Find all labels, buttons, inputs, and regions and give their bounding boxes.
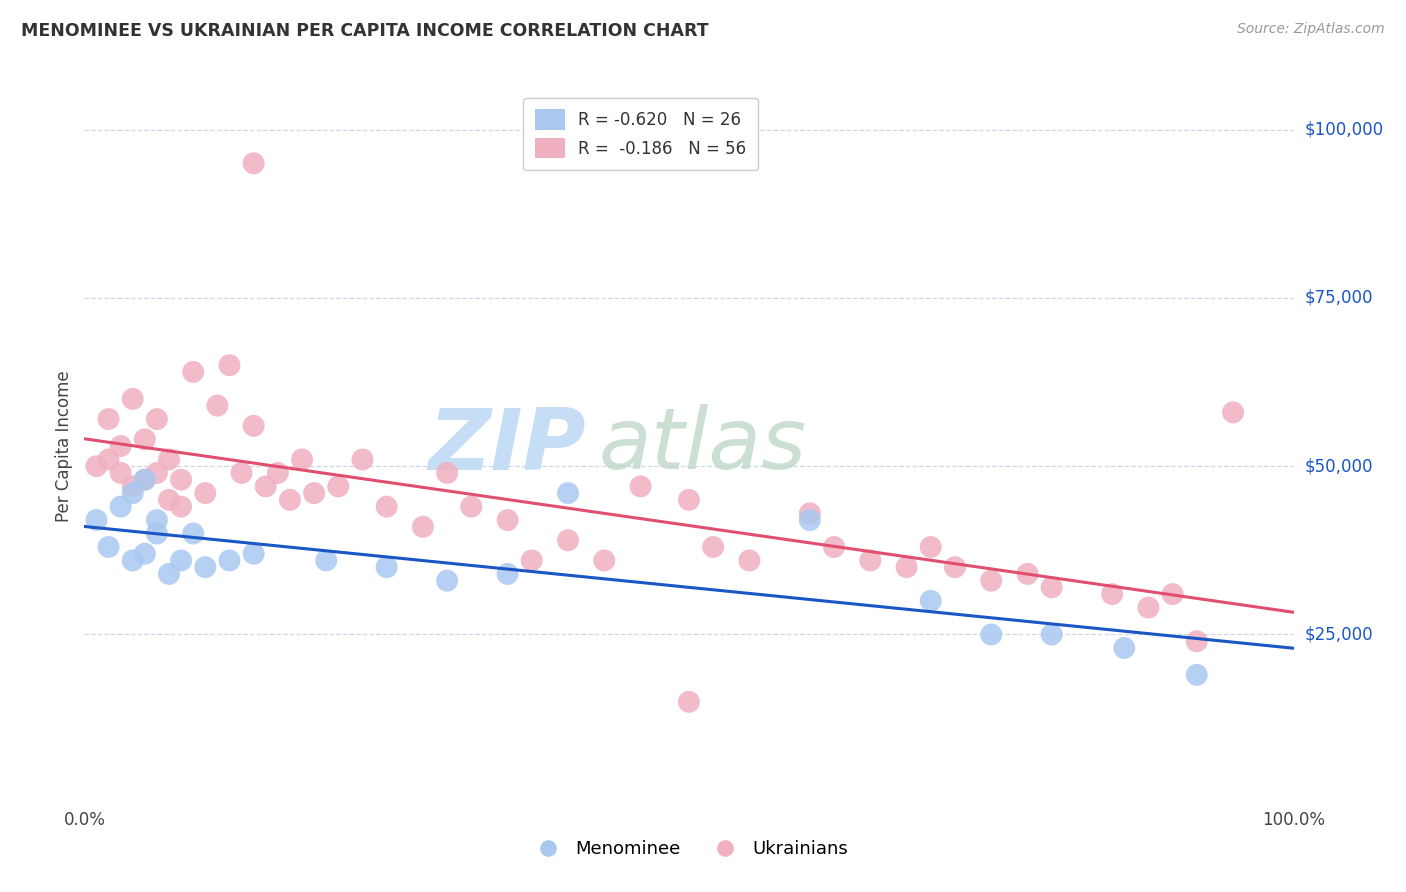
Point	[980, 627, 1002, 641]
Point	[496, 513, 519, 527]
Point	[630, 479, 652, 493]
Point	[1222, 405, 1244, 419]
Point	[799, 513, 821, 527]
Point	[121, 479, 143, 493]
Point	[254, 479, 277, 493]
Point	[207, 399, 229, 413]
Point	[134, 547, 156, 561]
Point	[181, 526, 204, 541]
Point	[157, 452, 180, 467]
Point	[375, 560, 398, 574]
Point	[460, 500, 482, 514]
Point	[121, 486, 143, 500]
Point	[134, 432, 156, 446]
Point	[97, 452, 120, 467]
Point	[315, 553, 337, 567]
Point	[291, 452, 314, 467]
Point	[678, 492, 700, 507]
Point	[181, 365, 204, 379]
Text: atlas: atlas	[599, 404, 806, 488]
Point	[121, 553, 143, 567]
Point	[799, 506, 821, 520]
Point	[1040, 627, 1063, 641]
Point	[218, 553, 240, 567]
Text: $50,000: $50,000	[1305, 458, 1374, 475]
Point	[218, 358, 240, 372]
Point	[1161, 587, 1184, 601]
Point	[436, 466, 458, 480]
Point	[412, 520, 434, 534]
Point	[920, 540, 942, 554]
Point	[170, 473, 193, 487]
Point	[1017, 566, 1039, 581]
Legend: Menominee, Ukrainians: Menominee, Ukrainians	[523, 833, 855, 865]
Point	[980, 574, 1002, 588]
Text: Source: ZipAtlas.com: Source: ZipAtlas.com	[1237, 22, 1385, 37]
Point	[170, 553, 193, 567]
Point	[1185, 668, 1208, 682]
Point	[242, 418, 264, 433]
Point	[678, 695, 700, 709]
Point	[146, 526, 169, 541]
Point	[1040, 580, 1063, 594]
Point	[302, 486, 325, 500]
Point	[920, 594, 942, 608]
Point	[352, 452, 374, 467]
Point	[146, 513, 169, 527]
Point	[86, 513, 108, 527]
Text: $100,000: $100,000	[1305, 120, 1384, 138]
Point	[146, 466, 169, 480]
Text: $25,000: $25,000	[1305, 625, 1374, 643]
Point	[557, 486, 579, 500]
Point	[375, 500, 398, 514]
Point	[267, 466, 290, 480]
Point	[1137, 600, 1160, 615]
Point	[496, 566, 519, 581]
Point	[328, 479, 350, 493]
Point	[943, 560, 966, 574]
Text: ZIP: ZIP	[429, 404, 586, 488]
Point	[110, 466, 132, 480]
Point	[134, 473, 156, 487]
Point	[278, 492, 301, 507]
Point	[146, 412, 169, 426]
Point	[86, 459, 108, 474]
Point	[520, 553, 543, 567]
Point	[702, 540, 724, 554]
Point	[823, 540, 845, 554]
Point	[134, 473, 156, 487]
Text: $75,000: $75,000	[1305, 289, 1374, 307]
Point	[738, 553, 761, 567]
Point	[896, 560, 918, 574]
Point	[110, 500, 132, 514]
Point	[97, 412, 120, 426]
Point	[157, 492, 180, 507]
Y-axis label: Per Capita Income: Per Capita Income	[55, 370, 73, 522]
Point	[121, 392, 143, 406]
Point	[194, 486, 217, 500]
Point	[157, 566, 180, 581]
Point	[859, 553, 882, 567]
Point	[557, 533, 579, 548]
Point	[242, 156, 264, 170]
Point	[194, 560, 217, 574]
Point	[242, 547, 264, 561]
Point	[1101, 587, 1123, 601]
Point	[97, 540, 120, 554]
Point	[231, 466, 253, 480]
Point	[1114, 640, 1136, 655]
Point	[1185, 634, 1208, 648]
Point	[110, 439, 132, 453]
Point	[593, 553, 616, 567]
Point	[170, 500, 193, 514]
Point	[436, 574, 458, 588]
Text: MENOMINEE VS UKRAINIAN PER CAPITA INCOME CORRELATION CHART: MENOMINEE VS UKRAINIAN PER CAPITA INCOME…	[21, 22, 709, 40]
